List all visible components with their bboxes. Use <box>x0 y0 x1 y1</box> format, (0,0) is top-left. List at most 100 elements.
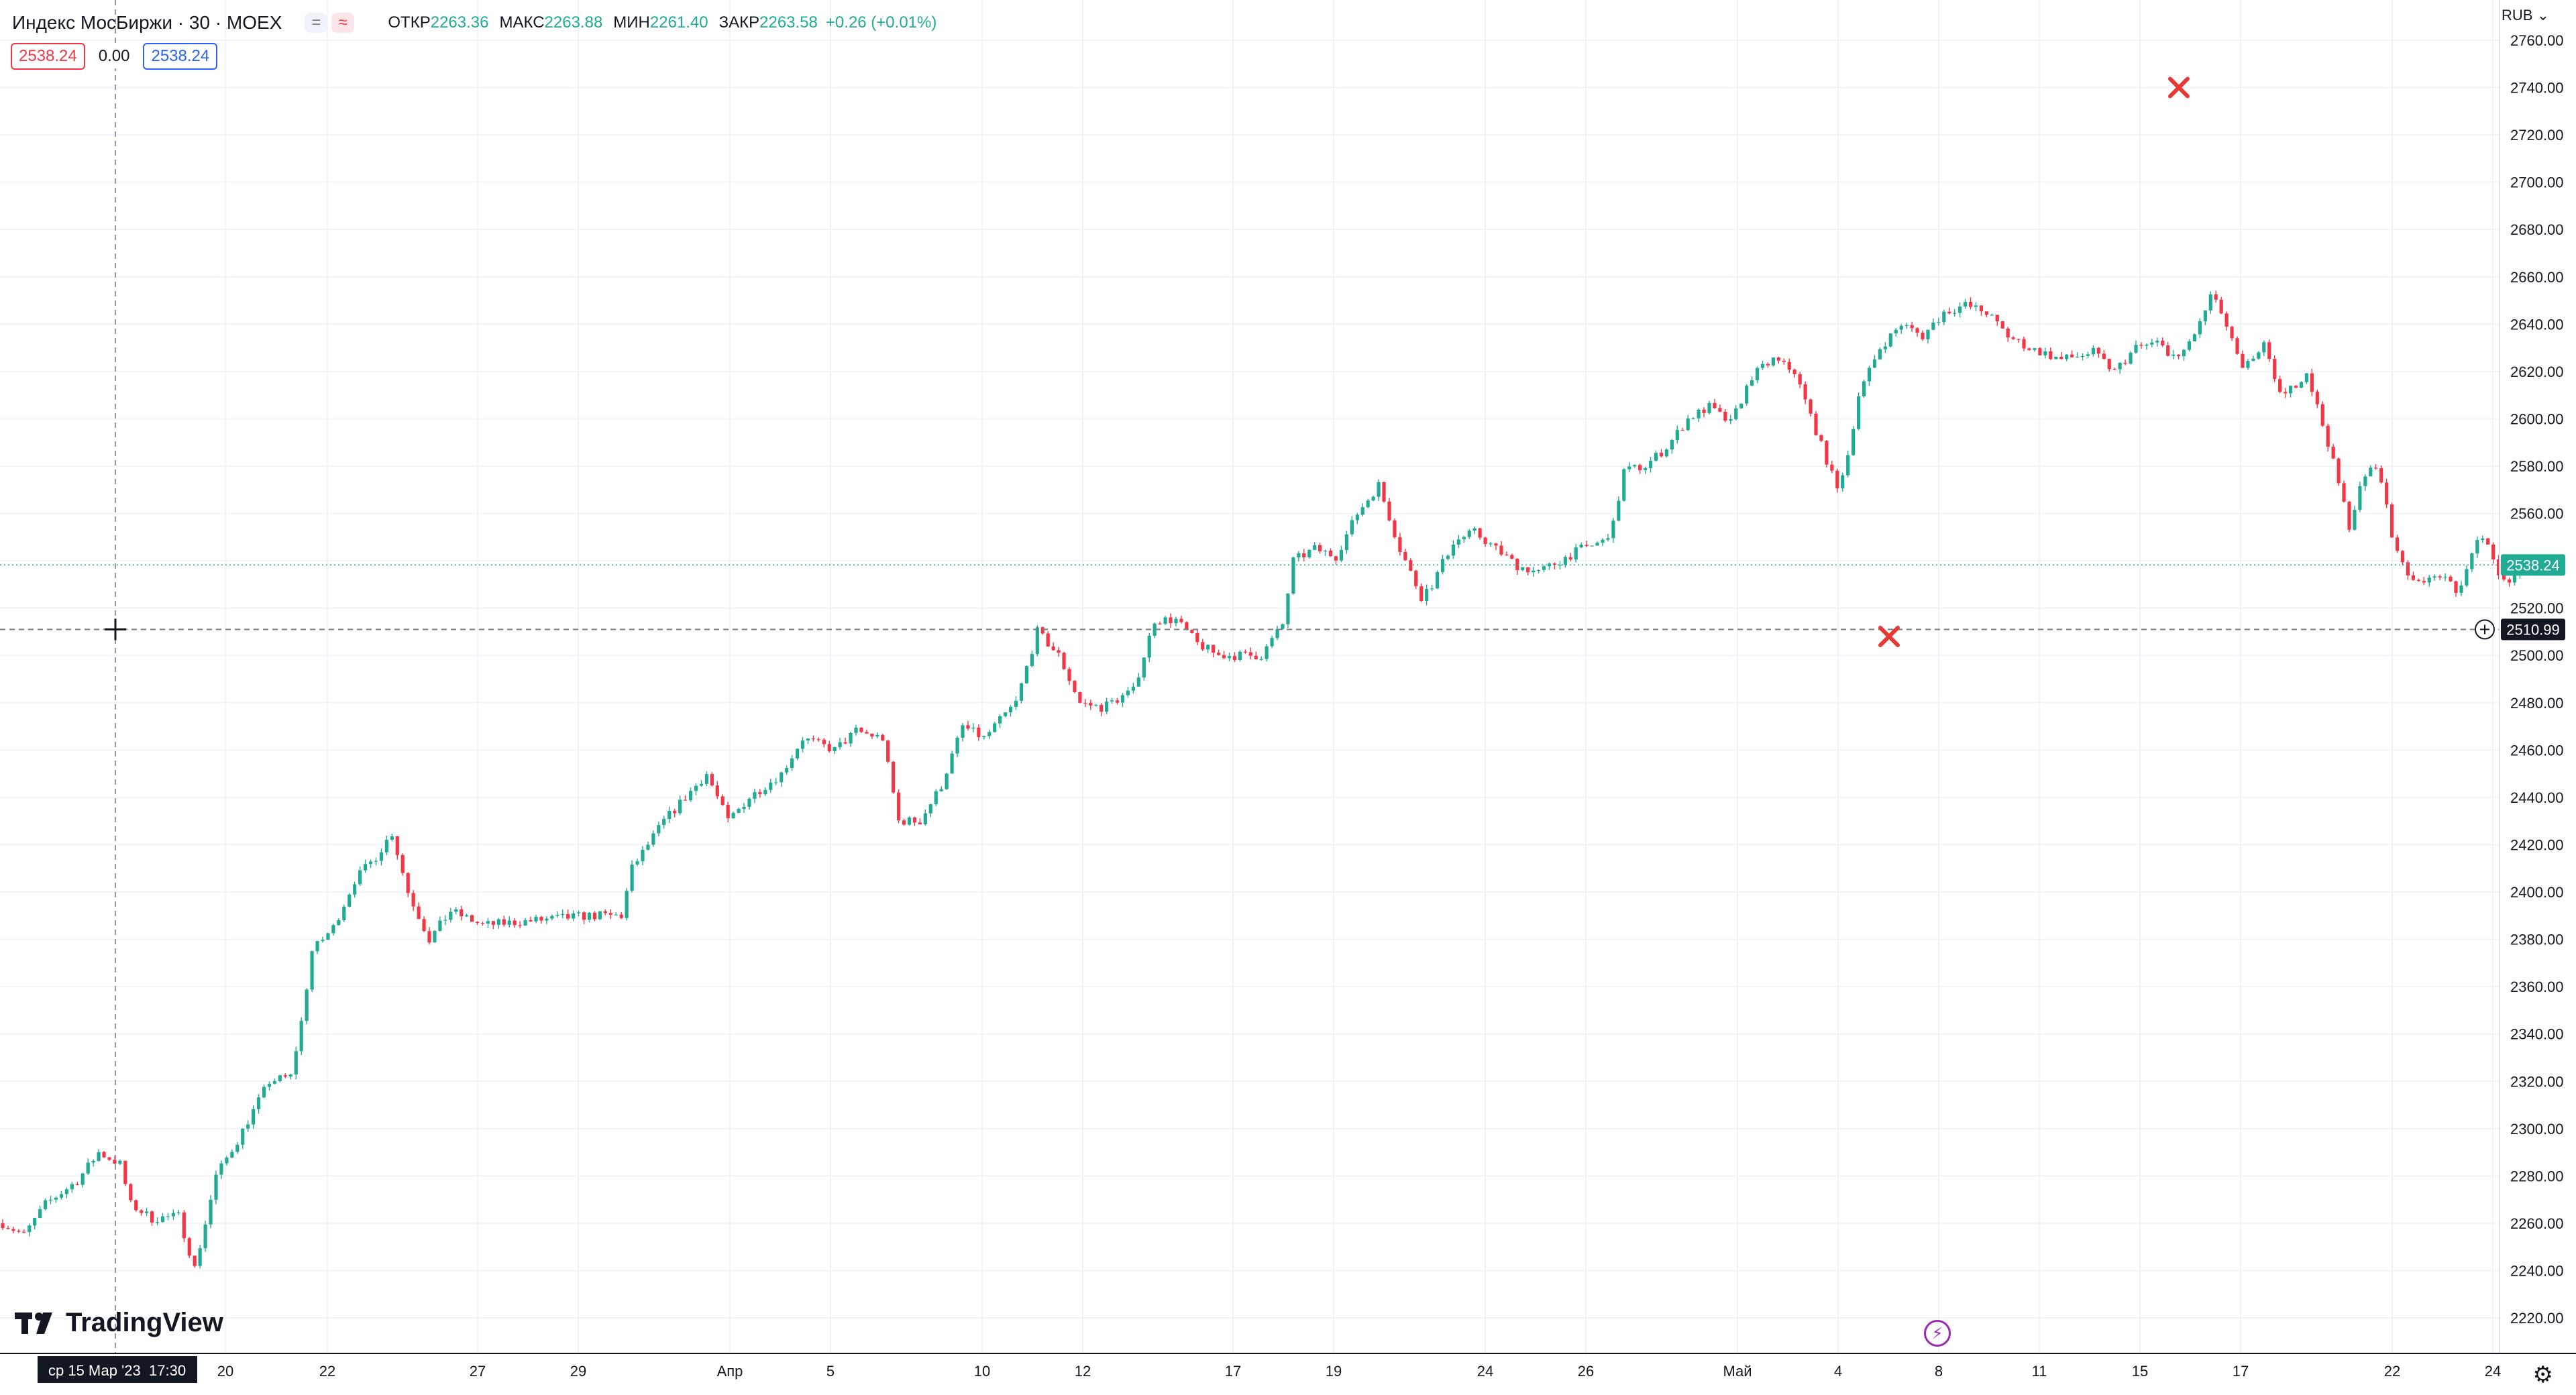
candle-body <box>390 836 394 840</box>
candle-body <box>219 1163 223 1175</box>
candle-body <box>875 734 879 737</box>
candle-body <box>107 1157 111 1160</box>
candle-body <box>2353 510 2357 530</box>
candle-body <box>1403 551 1407 561</box>
candle-body <box>1691 418 1695 419</box>
candle-body <box>1729 419 1733 421</box>
candle-body <box>598 911 602 919</box>
candle-body <box>305 989 309 1021</box>
chart-grid <box>0 0 2500 1353</box>
candle-body <box>1585 545 1589 547</box>
price-tick-label: 2340.00 <box>2510 1026 2564 1043</box>
price-tick-label: 2400.00 <box>2510 884 2564 901</box>
candle-body <box>160 1216 165 1223</box>
candle-body <box>1120 695 1125 703</box>
candle-body <box>395 836 399 855</box>
candle-body <box>1750 380 1754 386</box>
candle-body <box>1825 441 1829 465</box>
candle-body <box>2150 342 2154 345</box>
price-tick-label: 2240.00 <box>2510 1263 2564 1280</box>
candle-body <box>1382 482 1386 502</box>
candle-body <box>539 917 543 921</box>
candle-body <box>460 909 464 917</box>
candle-body <box>1254 655 1258 660</box>
time-tick-label: 20 <box>217 1363 233 1380</box>
candle-body <box>923 813 927 825</box>
time-tick-label: 22 <box>2384 1363 2400 1380</box>
candle-body <box>1377 482 1381 497</box>
candle-body <box>1414 570 1418 587</box>
candle-body <box>1926 329 1930 339</box>
approx-icon[interactable]: ≈ <box>331 13 355 33</box>
candle-body <box>2166 345 2170 356</box>
candle-body <box>1552 563 1557 565</box>
equals-icon[interactable]: = <box>305 13 328 33</box>
candle-body <box>1974 305 1978 307</box>
candle-body <box>1195 632 1199 643</box>
tradingview-logo[interactable]: TradingView <box>15 1308 223 1338</box>
candle-body <box>1910 325 1914 329</box>
change-value: +0.26 (+0.01%) <box>825 13 937 32</box>
candle-body <box>1222 655 1226 659</box>
price-tick-label: 2560.00 <box>2510 506 2564 522</box>
candle-body <box>48 1199 53 1201</box>
candle-body <box>1446 555 1450 559</box>
candle-body <box>2369 467 2373 477</box>
gear-icon[interactable]: ⚙ <box>2532 1362 2553 1388</box>
candle-body <box>315 941 319 952</box>
currency-selector[interactable]: RUB ⌄ <box>2502 7 2549 24</box>
time-tick-label: 19 <box>1326 1363 1342 1380</box>
candle-body <box>2246 361 2250 368</box>
price-axis[interactable]: 2220.00 2240.00 2260.00 2280.00 2300.00 2320.… <box>2475 0 2565 1353</box>
lightning-icon[interactable]: ⚡ <box>1924 1320 1951 1347</box>
candle-body <box>252 1109 256 1125</box>
candle-body <box>1979 305 1984 312</box>
candle-body <box>806 738 810 741</box>
candle-body <box>1307 549 1311 557</box>
candle-body <box>347 894 352 907</box>
price-tick-label: 2680.00 <box>2510 221 2564 238</box>
candle-body <box>2449 576 2453 581</box>
candle-body <box>2304 373 2308 382</box>
candle-body <box>822 739 826 744</box>
close-value: 2263.58 <box>759 13 818 32</box>
candle-body <box>1782 360 1786 362</box>
candle-body <box>1334 556 1338 561</box>
candle-body <box>907 817 912 825</box>
candle-body <box>1958 306 1962 313</box>
candle-body <box>1611 520 1615 539</box>
buy-price-button[interactable]: 2538.24 <box>143 43 218 70</box>
candle-body <box>2288 386 2293 394</box>
candle-body <box>155 1222 160 1223</box>
candle-body <box>102 1152 106 1158</box>
candle-body <box>2427 577 2431 583</box>
candle-body <box>2171 354 2176 356</box>
candle-body <box>2251 358 2255 361</box>
sell-price-button[interactable]: 2538.24 <box>11 43 85 70</box>
candle-body <box>1745 386 1749 404</box>
symbol-legend: Индекс МосБиржи · 30 · MOEX = ≈ ОТКР 226… <box>12 9 936 36</box>
candle-body <box>582 912 586 920</box>
time-tick-label: Апр <box>717 1363 743 1380</box>
candle-body <box>1675 430 1679 440</box>
candle-body <box>2497 559 2501 575</box>
candle-body <box>475 922 480 923</box>
candle-body <box>1595 543 1599 546</box>
symbol-title[interactable]: Индекс МосБиржи · 30 · MOEX <box>12 12 282 33</box>
candle-body <box>1644 467 1648 470</box>
candle-body <box>2331 447 2335 459</box>
candle-body <box>2257 352 2261 359</box>
time-axis[interactable]: 20 22 27 29 Апр 5 10 12 17 19 24 26 Май 4 8 11 15 17 22 24 с… <box>0 1353 2576 1383</box>
candle-body <box>470 915 474 922</box>
candle-body <box>1574 547 1578 560</box>
tradingview-logo-icon <box>15 1312 52 1334</box>
cross-marker-icon <box>1878 626 1900 648</box>
candle-body <box>364 864 368 871</box>
price-tick-label: 2520.00 <box>2510 600 2564 617</box>
candle-body <box>33 1218 37 1226</box>
candle-body <box>123 1160 127 1184</box>
candle-body <box>1232 656 1237 661</box>
candle-body <box>1483 537 1487 545</box>
candle-body <box>331 925 335 934</box>
